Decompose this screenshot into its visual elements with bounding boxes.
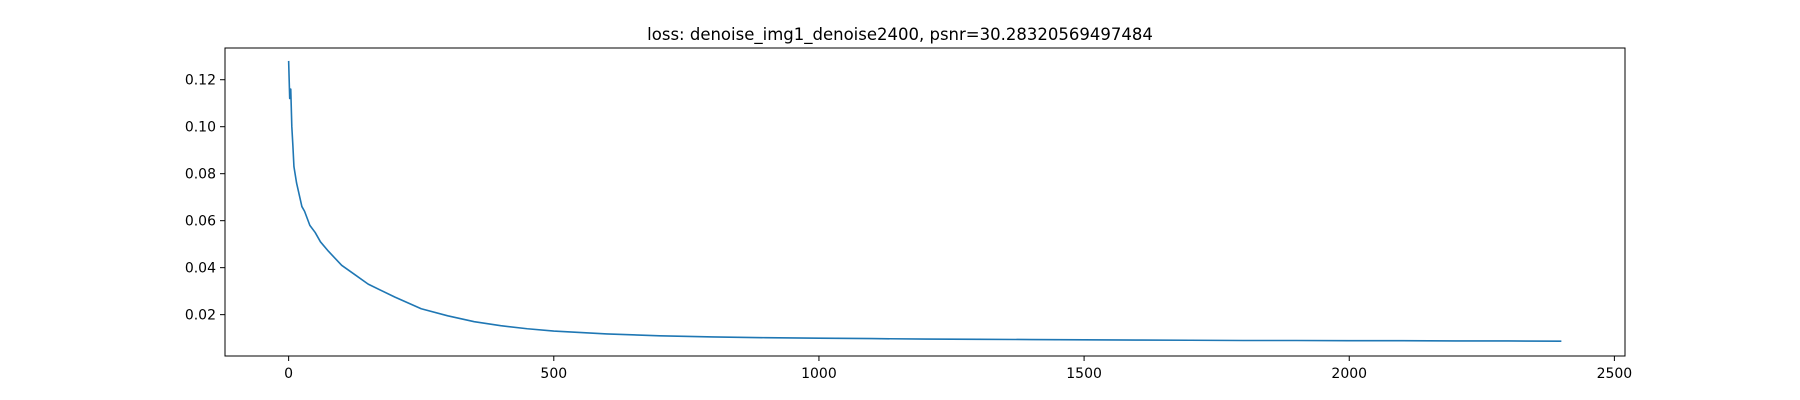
plot-frame <box>224 47 1626 357</box>
y-tick-label: 0.04 <box>185 261 216 277</box>
axis-ticks: 0 500 1000 1500 2000 2500 0.02 0.04 0.06 0.08 0.10… <box>185 73 1632 382</box>
x-tick-label: 1500 <box>1066 366 1102 382</box>
loss-series-line <box>287 60 1562 342</box>
chart-title: loss: denoise_img1_denoise2400, psnr=30.… <box>647 25 1153 45</box>
x-tick-label: 2000 <box>1331 366 1367 382</box>
y-tick-label: 0.08 <box>185 167 216 183</box>
y-tick-label: 0.06 <box>185 214 216 230</box>
y-tick-label: 0.10 <box>185 120 216 136</box>
x-tick-label: 1000 <box>801 366 837 382</box>
x-tick-label: 0 <box>284 366 293 382</box>
y-tick-label: 0.12 <box>185 73 216 89</box>
x-tick-label: 2500 <box>1597 366 1633 382</box>
y-tick-label: 0.02 <box>185 308 216 324</box>
x-tick-label: 500 <box>540 366 567 382</box>
